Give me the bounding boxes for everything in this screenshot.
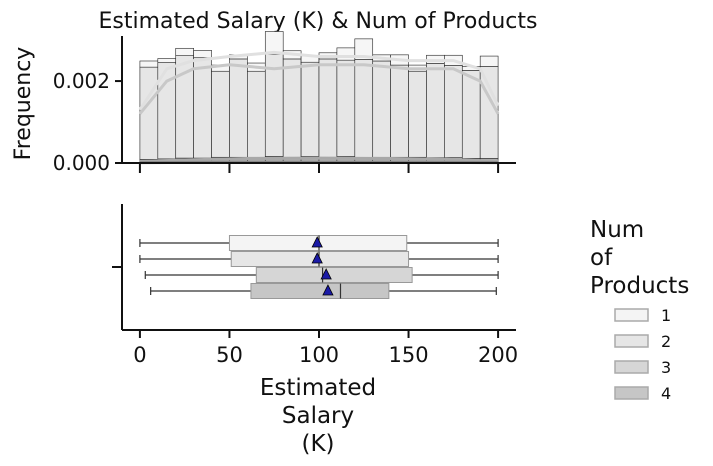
hist-bar-2-10 [318, 58, 338, 158]
hist-bar-1-19 [479, 55, 499, 67]
x-axis-label-line-2: (K) [301, 431, 334, 457]
hist-bar-2-12 [354, 59, 374, 158]
hist-bar-2-14 [390, 64, 409, 158]
hist-bar-2-0 [139, 66, 159, 160]
hist-bar-2-5 [229, 58, 248, 158]
hist-ytick-label-1: 0.002 [53, 69, 110, 93]
hist-bar-2-3 [193, 57, 212, 159]
box-mean-marker-2 [311, 252, 323, 264]
legend-label-3: 3 [661, 358, 671, 377]
hist-bar-2-16 [426, 63, 445, 158]
box-mean-marker-3 [320, 268, 332, 280]
legend-title-line-2: Products [590, 273, 689, 299]
hist-bar-1-11 [336, 47, 356, 61]
y-axis-label: Frequency [11, 47, 36, 161]
legend-label-4: 4 [661, 384, 671, 403]
hist-ytick-label-0: 0.000 [53, 151, 110, 175]
hist-bar-1-2 [175, 47, 194, 56]
hist-bar-1-12 [354, 38, 374, 60]
hist-bar-2-13 [372, 60, 391, 158]
legend-swatch-3 [614, 360, 649, 374]
legend-title-line-1: of [590, 245, 613, 271]
hist-bar-2-11 [336, 59, 356, 157]
x-axis-label-line-0: Estimated [260, 375, 376, 401]
kde-line-3 [139, 156, 499, 163]
hist-bar-1-7 [264, 31, 284, 55]
hist-bar-2-15 [408, 70, 427, 158]
box-3 [255, 267, 413, 283]
box-4 [250, 283, 390, 299]
histogram-panel: Estimated Salary (K) & Num of Products 0.… [11, 9, 537, 175]
hist-bar-2-4 [211, 70, 230, 158]
box-xtick-label-3: 150 [388, 343, 428, 367]
box-xtick-label-4: 200 [478, 343, 518, 367]
hist-bar-1-1 [157, 58, 177, 63]
box-mean-marker-1 [311, 236, 323, 248]
legend-label-1: 1 [661, 306, 671, 325]
legend-label-2: 2 [661, 332, 671, 351]
kde-line-2 [138, 63, 500, 115]
hist-bar-1-3 [193, 50, 212, 59]
hist-bar-2-8 [282, 58, 302, 158]
hist-bar-1-0 [139, 60, 159, 68]
legend-swatch-4 [614, 386, 649, 400]
hist-bar-2-18 [461, 70, 481, 159]
box-xtick-label-0: 0 [133, 343, 146, 367]
chart-title: Estimated Salary (K) & Num of Products [99, 9, 538, 34]
legend-title-line-0: Num [590, 217, 644, 243]
hist-bar-2-17 [444, 65, 463, 158]
hist-bar-2-19 [479, 66, 499, 159]
hist-bar-2-6 [247, 70, 266, 158]
hist-bar-2-9 [300, 61, 320, 157]
x-axis-label-line-1: Salary [282, 403, 354, 429]
legend-swatch-1 [614, 308, 649, 322]
legend-swatch-2 [614, 334, 649, 348]
kde-line-1 [138, 50, 500, 111]
box-xtick-label-1: 50 [216, 343, 243, 367]
box-xtick-label-2: 100 [299, 343, 339, 367]
box-mean-marker-4 [322, 284, 334, 296]
